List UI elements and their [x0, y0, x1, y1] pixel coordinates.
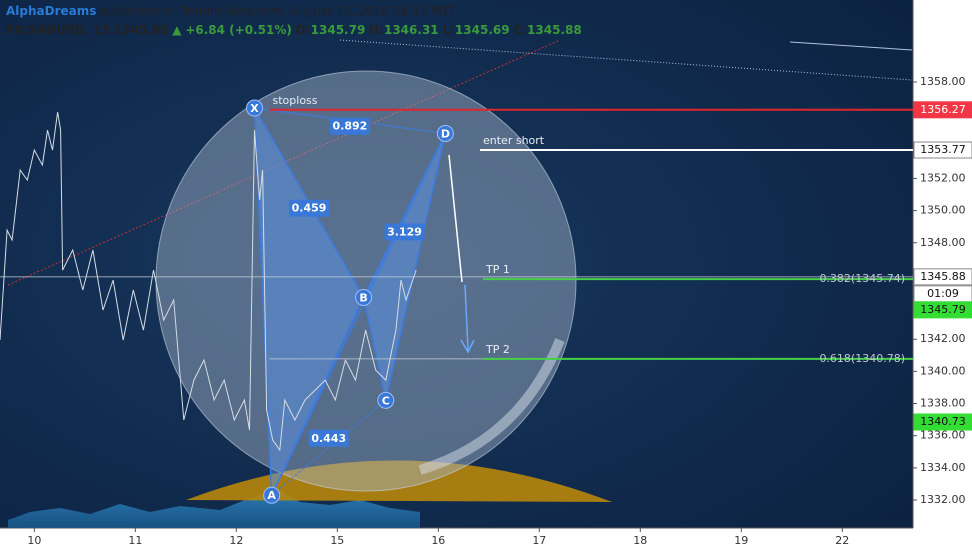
ratio-label: 0.892 [333, 120, 368, 133]
pattern-point [246, 99, 264, 117]
pattern-label: X [250, 102, 259, 115]
dotted-line [339, 39, 913, 81]
o-label: O: [295, 23, 311, 37]
symbol: FX:XAUUSD, 15 [6, 23, 110, 37]
price-label-box [913, 301, 972, 319]
c-label: C: [513, 23, 528, 37]
c-value: 1345.88 [527, 23, 582, 37]
y-tick-label: 1332.00 [920, 493, 966, 506]
h-label: H: [369, 23, 384, 37]
level-name: TP 1 [485, 263, 510, 276]
level-name: enter short [483, 134, 545, 147]
y-tick-label: 1334.00 [920, 461, 966, 474]
thin-line [789, 41, 913, 51]
price-label: 1345.79 [920, 303, 966, 316]
ratio-box [289, 199, 330, 217]
price-label: 01:09 [927, 287, 959, 300]
x-axis-panel [0, 528, 913, 552]
y-tick-label: 1352.00 [920, 171, 966, 184]
last: 1345.88 [113, 23, 169, 37]
plot-background [0, 0, 913, 528]
level-label: 0.618(1340.78) [819, 352, 905, 365]
price-label-box [913, 101, 972, 119]
pattern-label: C [382, 394, 390, 407]
price-line [0, 112, 417, 452]
x-tick-label: 11 [128, 534, 142, 547]
pattern-bcd [362, 133, 447, 401]
l-label: L: [442, 23, 455, 37]
y-tick-label: 1340.00 [920, 364, 966, 377]
ratio-box [329, 117, 370, 135]
ratio-label: 3.129 [387, 225, 422, 238]
price-label-box [913, 141, 972, 159]
x-tick-label: 10 [27, 534, 41, 547]
y-tick-label: 1342.00 [920, 332, 966, 345]
x-tick-label: 15 [330, 534, 344, 547]
level-label: 0.382(1345.74) [819, 272, 905, 285]
change: +6.84 (+0.51%) [185, 23, 292, 37]
author: AlphaDreams [6, 4, 97, 18]
y-tick-label: 1338.00 [920, 397, 966, 410]
x-tick-label: 16 [431, 534, 445, 547]
pattern-label: B [359, 291, 367, 304]
pattern-point [436, 124, 454, 142]
brown-arc [186, 460, 612, 502]
x-tick-label: 22 [835, 534, 849, 547]
level-name: stoploss [273, 94, 318, 107]
y-tick-label: 1348.00 [920, 236, 966, 249]
published: published on TradingView.com, August 15,… [100, 4, 455, 18]
price-label: 1345.88 [920, 270, 966, 283]
x-tick-label: 12 [229, 534, 243, 547]
price-label: 1340.73 [920, 415, 966, 428]
ratio-box [384, 223, 425, 241]
price-label: 1353.77 [920, 143, 966, 156]
l-value: 1345.69 [454, 23, 510, 37]
x-tick-label: 19 [734, 534, 748, 547]
x-tick-label: 17 [532, 534, 546, 547]
y-tick-label: 1336.00 [920, 429, 966, 442]
y-tick-label: 1358.00 [920, 75, 966, 88]
x-tick-label: 18 [633, 534, 647, 547]
o-value: 1345.79 [310, 23, 366, 37]
pattern-point [377, 391, 395, 409]
price-label: 1356.27 [920, 103, 966, 116]
pattern-label: D [441, 127, 450, 140]
price-label-box [913, 268, 972, 286]
h-value: 1346.31 [383, 23, 439, 37]
pattern-point [355, 288, 373, 306]
pattern-ad [271, 133, 447, 496]
price-label-box [913, 413, 972, 431]
level-name: TP 2 [485, 343, 510, 356]
ratio-box [308, 429, 349, 447]
pattern-point [263, 486, 281, 504]
ratio-label: 0.459 [292, 202, 327, 215]
up-icon: ▲ [172, 23, 182, 37]
y-tick-label: 1350.00 [920, 204, 966, 217]
circle-shine [418, 338, 565, 475]
arrow-2 [460, 284, 475, 354]
volume-area [8, 490, 420, 528]
ratio-label: 0.443 [311, 432, 346, 445]
arrow-1 [448, 154, 463, 283]
pattern-label: A [267, 489, 276, 502]
header: AlphaDreams published on TradingView.com… [6, 2, 582, 40]
